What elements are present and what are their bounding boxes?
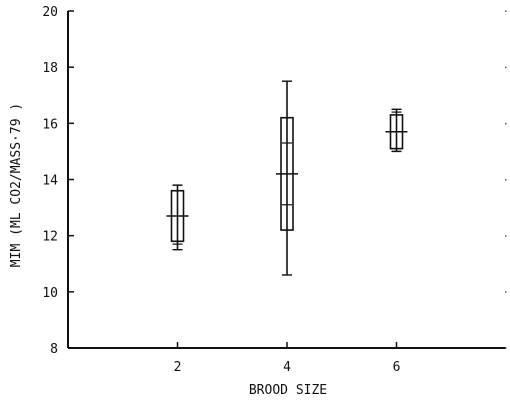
y-tick-label: 20 — [42, 5, 58, 20]
y-right-tick — [505, 10, 507, 12]
ticks: 8 10 12 14 16 18 20 2 4 6 — [42, 5, 507, 375]
y-right-tick — [505, 179, 507, 181]
y-tick-label: 14 — [42, 174, 58, 189]
y-right-tick — [505, 347, 507, 349]
x-tick-label: 6 — [393, 360, 401, 375]
x-tick-label: 2 — [174, 360, 182, 375]
y-tick-label: 8 — [50, 342, 58, 357]
y-tick-label: 16 — [42, 117, 58, 132]
y-axis-label: MIM (ML CO2/MASS·79 ) — [9, 103, 24, 267]
x-axis-label: BROOD SIZE — [249, 383, 327, 398]
y-tick-label: 12 — [42, 230, 58, 245]
box-group — [166, 184, 189, 251]
y-tick-label: 10 — [42, 286, 58, 301]
y-right-tick — [505, 291, 507, 293]
box-group — [385, 108, 408, 153]
boxes — [166, 80, 408, 276]
y-right-tick — [505, 122, 507, 125]
y-right-tick — [505, 235, 507, 237]
y-tick-label: 18 — [42, 61, 58, 76]
y-right-tick — [505, 66, 507, 69]
x-tick-label: 4 — [283, 360, 291, 375]
box-group — [276, 80, 298, 276]
